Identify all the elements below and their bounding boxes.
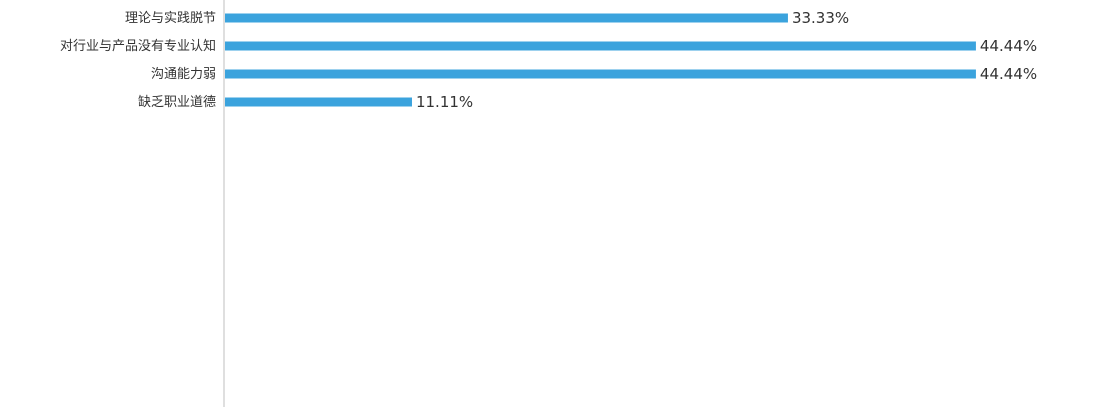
value-label: 33.33% [792,9,849,27]
category-label: 理论与实践脱节 [125,11,216,26]
value-label: 44.44% [980,37,1037,55]
category-label: 缺乏职业道德 [138,95,216,110]
bars-layer [225,13,976,107]
category-label: 沟通能力弱 [151,67,216,82]
bar [225,97,412,107]
bar [225,41,976,51]
category-label: 对行业与产品没有专业认知 [60,38,216,54]
bar [225,69,976,79]
bar [225,13,788,23]
value-label: 44.44% [980,65,1037,83]
value-label: 11.11% [416,93,473,111]
labels-layer: 理论与实践脱节 33.33% 对行业与产品没有专业认知 44.44% 沟通能力弱 44.4… [60,9,1037,111]
